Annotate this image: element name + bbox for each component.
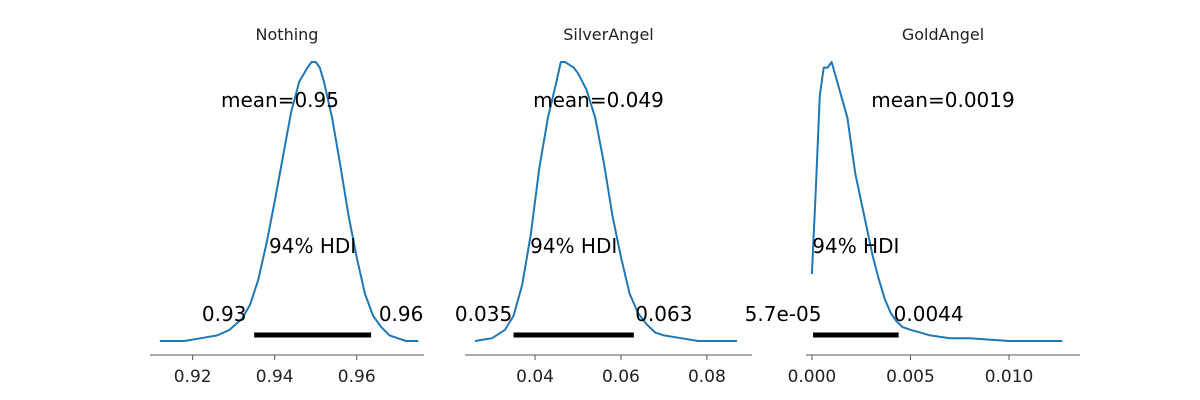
hdi-label: 94% HDI: [812, 234, 899, 258]
mean-label: mean=0.0019: [871, 88, 1014, 112]
density-curve: [159, 61, 419, 342]
x-tick-label: 0.010: [985, 367, 1034, 387]
panel-silverangel: SilverAngel 0.04 0.06 0.08 mean=0.049 94% HDI…: [455, 25, 752, 387]
x-tick-label: 0.06: [602, 367, 640, 387]
panel-goldangel: GoldAngel 0.000 0.005 0.010 mean=0.0019 94% H…: [745, 25, 1080, 387]
hdi-label: 94% HDI: [530, 234, 617, 258]
mean-label: mean=0.049: [533, 88, 664, 112]
x-tick-label: 0.000: [788, 367, 837, 387]
hdi-low-label: 0.93: [202, 302, 247, 326]
x-tick-label: 0.92: [174, 367, 212, 387]
x-tick-label: 0.94: [256, 367, 294, 387]
x-tick-label: 0.005: [886, 367, 935, 387]
hdi-low-label: 5.7e-05: [745, 302, 822, 326]
hdi-high-label: 0.96: [379, 302, 424, 326]
hdi-low-label: 0.035: [455, 302, 512, 326]
panel-nothing: Nothing 0.92 0.94 0.96 mean=0.95 94% HDI 0.93 0…: [150, 25, 424, 387]
panel-title: SilverAngel: [563, 25, 653, 44]
x-tick-label: 0.08: [688, 367, 726, 387]
hdi-high-label: 0.0044: [894, 302, 964, 326]
x-tick-label: 0.04: [516, 367, 554, 387]
x-tick-label: 0.96: [338, 367, 376, 387]
hdi-high-label: 0.063: [635, 302, 692, 326]
density-curve: [810, 61, 1063, 342]
panel-title: Nothing: [256, 25, 319, 44]
hdi-label: 94% HDI: [269, 234, 356, 258]
mean-label: mean=0.95: [221, 88, 339, 112]
density-curve: [474, 61, 737, 342]
panel-title: GoldAngel: [902, 25, 984, 44]
